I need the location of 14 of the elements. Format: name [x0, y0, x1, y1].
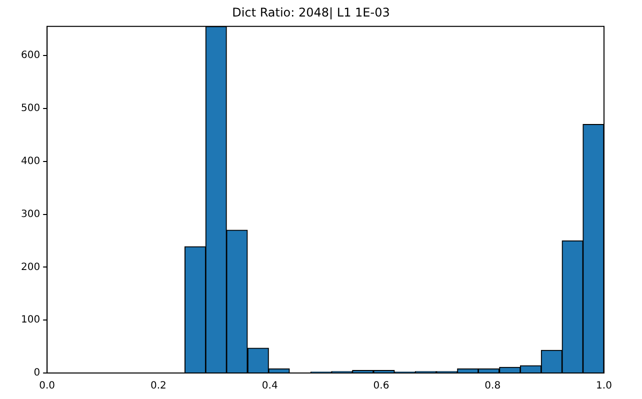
y-tick-label: 600 — [20, 50, 40, 62]
x-tick-label: 0.8 — [484, 380, 501, 392]
x-tick-label: 0.4 — [262, 380, 278, 392]
y-tick-label: 500 — [20, 103, 40, 114]
x-tick-label: 1.0 — [596, 380, 612, 392]
y-tick-label: 400 — [20, 156, 40, 167]
y-tick-label: 200 — [20, 262, 40, 273]
y-tick-label: 300 — [20, 208, 40, 220]
x-tick-label: 0.6 — [373, 380, 390, 392]
x-tick-label: 0.0 — [39, 380, 56, 392]
y-tick-label: 100 — [20, 314, 40, 326]
y-tick-label: 0 — [34, 368, 40, 379]
x-tick-label: 0.2 — [150, 380, 166, 392]
chart-title: Dict Ratio: 2048| L1 1E-03 — [232, 5, 390, 20]
